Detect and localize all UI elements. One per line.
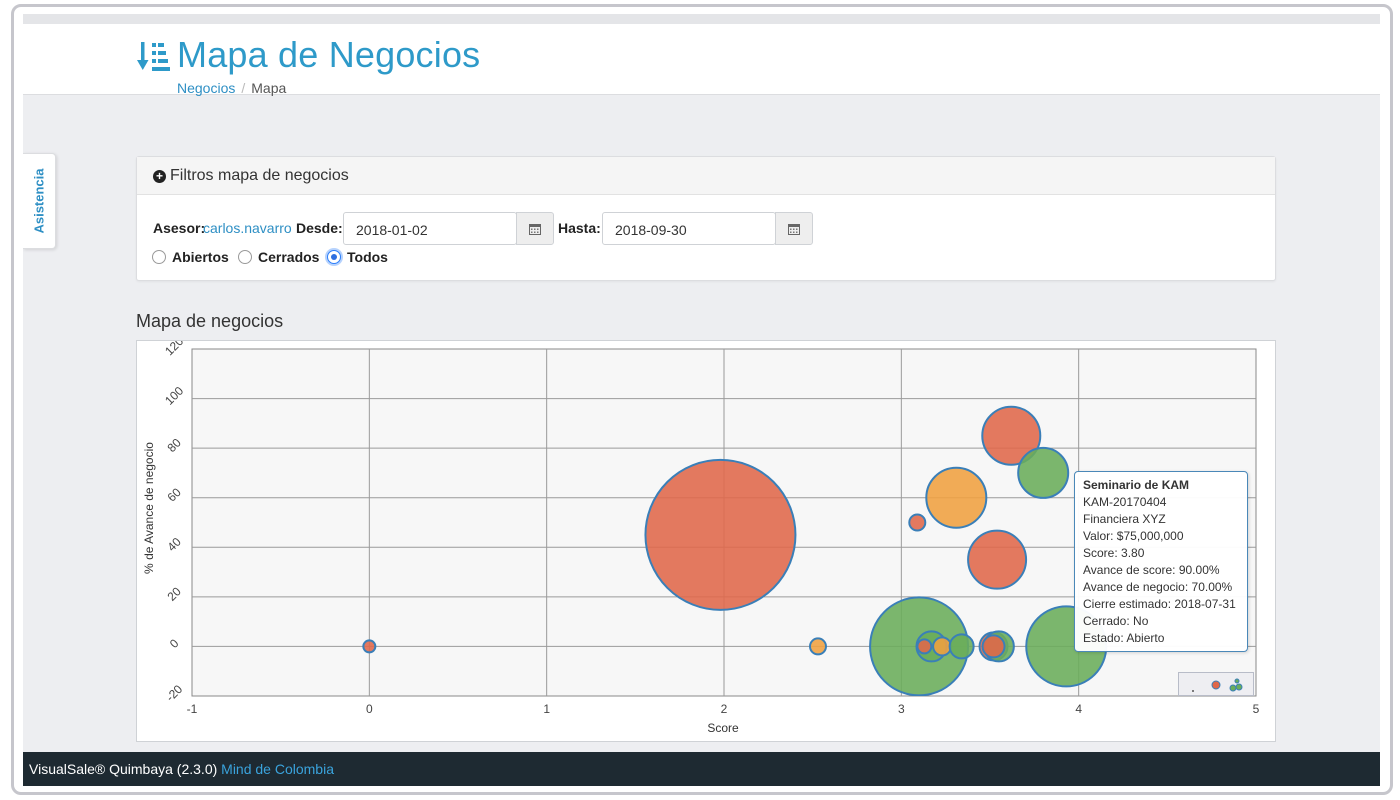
bubble-point[interactable] bbox=[916, 638, 933, 655]
breadcrumb-current: Mapa bbox=[251, 80, 287, 96]
filter-panel-title: Filtros mapa de negocios bbox=[170, 167, 349, 184]
filter-panel-header[interactable]: + Filtros mapa de negocios bbox=[137, 157, 1275, 195]
bubble-point[interactable] bbox=[981, 634, 1006, 659]
asesor-value: carlos.navarro bbox=[203, 220, 292, 236]
tooltip-cerrado: Cerrado: No bbox=[1083, 614, 1149, 628]
desde-calendar-button[interactable] bbox=[516, 212, 554, 245]
asesor-label: Asesor: bbox=[153, 220, 206, 236]
breadcrumb: Negocios / Mapa bbox=[177, 80, 286, 96]
radio-abiertos-label: Abiertos bbox=[172, 249, 229, 265]
radio-todos-label: Todos bbox=[347, 249, 388, 265]
y-tick-label: 0 bbox=[167, 636, 182, 651]
desde-label: Desde: bbox=[296, 220, 343, 236]
desde-date-input[interactable]: 2018-01-02 bbox=[343, 212, 517, 245]
tooltip-avance-negocio: Avance de negocio: 70.00% bbox=[1083, 580, 1233, 594]
y-tick-label: 40 bbox=[164, 535, 184, 555]
radio-abiertos[interactable]: Abiertos bbox=[152, 249, 229, 265]
hasta-date-input[interactable]: 2018-09-30 bbox=[602, 212, 776, 245]
bubble-tooltip: Seminario de KAM KAM-20170404 Financiera… bbox=[1074, 471, 1248, 652]
y-axis-label: % de Avance de negocio bbox=[142, 442, 156, 574]
tooltip-valor: Valor: $75,000,000 bbox=[1083, 529, 1184, 543]
app-root: Mapa de Negocios Negocios / Mapa Asistenci… bbox=[23, 14, 1380, 786]
radio-todos-dot[interactable] bbox=[327, 250, 341, 264]
hasta-label: Hasta: bbox=[558, 220, 601, 236]
breadcrumb-link-negocios[interactable]: Negocios bbox=[177, 80, 236, 96]
x-tick-label: 4 bbox=[1075, 702, 1082, 716]
calendar-icon bbox=[529, 224, 541, 235]
page-title: Mapa de Negocios bbox=[177, 34, 481, 75]
bubble-point[interactable] bbox=[932, 636, 953, 657]
x-tick-label: 2 bbox=[721, 702, 728, 716]
y-tick-label: 100 bbox=[162, 383, 186, 407]
x-tick-label: 5 bbox=[1253, 702, 1260, 716]
tooltip-avance-score: Avance de score: 90.00% bbox=[1083, 563, 1220, 577]
radio-todos[interactable]: Todos bbox=[327, 249, 388, 265]
x-axis-label: Score bbox=[707, 721, 739, 735]
y-tick-label: 80 bbox=[164, 435, 184, 455]
x-tick-label: 1 bbox=[543, 702, 550, 716]
page-header: Mapa de Negocios Negocios / Mapa bbox=[23, 24, 1380, 96]
x-tick-label: 0 bbox=[366, 702, 373, 716]
y-tick-label: 20 bbox=[164, 584, 184, 604]
hasta-calendar-button[interactable] bbox=[775, 212, 813, 245]
bubble-point[interactable] bbox=[981, 405, 1042, 466]
tooltip-estado: Estado: Abierto bbox=[1083, 631, 1165, 645]
bubble-point[interactable] bbox=[362, 639, 377, 654]
chart-minimap[interactable] bbox=[1178, 672, 1254, 696]
footer-company-link[interactable]: Mind de Colombia bbox=[221, 761, 334, 777]
x-tick-label: 3 bbox=[898, 702, 905, 716]
breadcrumb-separator: / bbox=[241, 80, 246, 96]
x-tick-label: -1 bbox=[187, 702, 198, 716]
radio-cerrados-dot[interactable] bbox=[238, 250, 252, 264]
bubble-series bbox=[362, 405, 1108, 696]
minimap-preview bbox=[1192, 678, 1243, 692]
radio-abiertos-dot[interactable] bbox=[152, 250, 166, 264]
bubble-chart: -1 0 1 2 3 4 5 -20 0 20 40 60 80 100 120 Score % de Av… bbox=[136, 340, 1276, 742]
tooltip-score: Score: 3.80 bbox=[1083, 546, 1145, 560]
tooltip-code: KAM-20170404 bbox=[1083, 495, 1167, 509]
bubble-point[interactable] bbox=[1017, 446, 1070, 499]
bubble-point[interactable] bbox=[925, 466, 988, 529]
radio-cerrados-label: Cerrados bbox=[258, 249, 320, 265]
bubble-point[interactable] bbox=[967, 529, 1028, 590]
tooltip-cierre: Cierre estimado: 2018-07-31 bbox=[1083, 597, 1236, 611]
plus-circle-icon: + bbox=[153, 170, 166, 183]
top-strip bbox=[23, 14, 1380, 24]
bubble-point[interactable] bbox=[808, 637, 827, 656]
bubble-point[interactable] bbox=[908, 513, 927, 532]
y-tick-label: 120 bbox=[162, 341, 186, 358]
footer: VisualSale® Quimbaya (2.3.0) Mind de Col… bbox=[23, 752, 1380, 786]
calendar-icon bbox=[788, 224, 800, 235]
sort-list-icon bbox=[137, 42, 170, 71]
asistencia-tab-label: Asistencia bbox=[31, 168, 47, 234]
bubble-point[interactable] bbox=[644, 458, 797, 611]
filter-panel: + Filtros mapa de negocios Asesor: carlos… bbox=[136, 156, 1276, 281]
bubble-point[interactable] bbox=[948, 633, 975, 660]
chart-heading: Mapa de negocios bbox=[136, 311, 284, 331]
tooltip-company: Financiera XYZ bbox=[1083, 512, 1166, 526]
asistencia-side-tab[interactable]: Asistencia bbox=[23, 153, 56, 249]
footer-product: VisualSale® Quimbaya (2.3.0) bbox=[29, 761, 218, 777]
tooltip-title: Seminario de KAM bbox=[1083, 478, 1190, 492]
y-tick-label: 60 bbox=[164, 485, 184, 505]
y-tick-label: -20 bbox=[163, 682, 185, 704]
radio-cerrados[interactable]: Cerrados bbox=[238, 249, 319, 265]
